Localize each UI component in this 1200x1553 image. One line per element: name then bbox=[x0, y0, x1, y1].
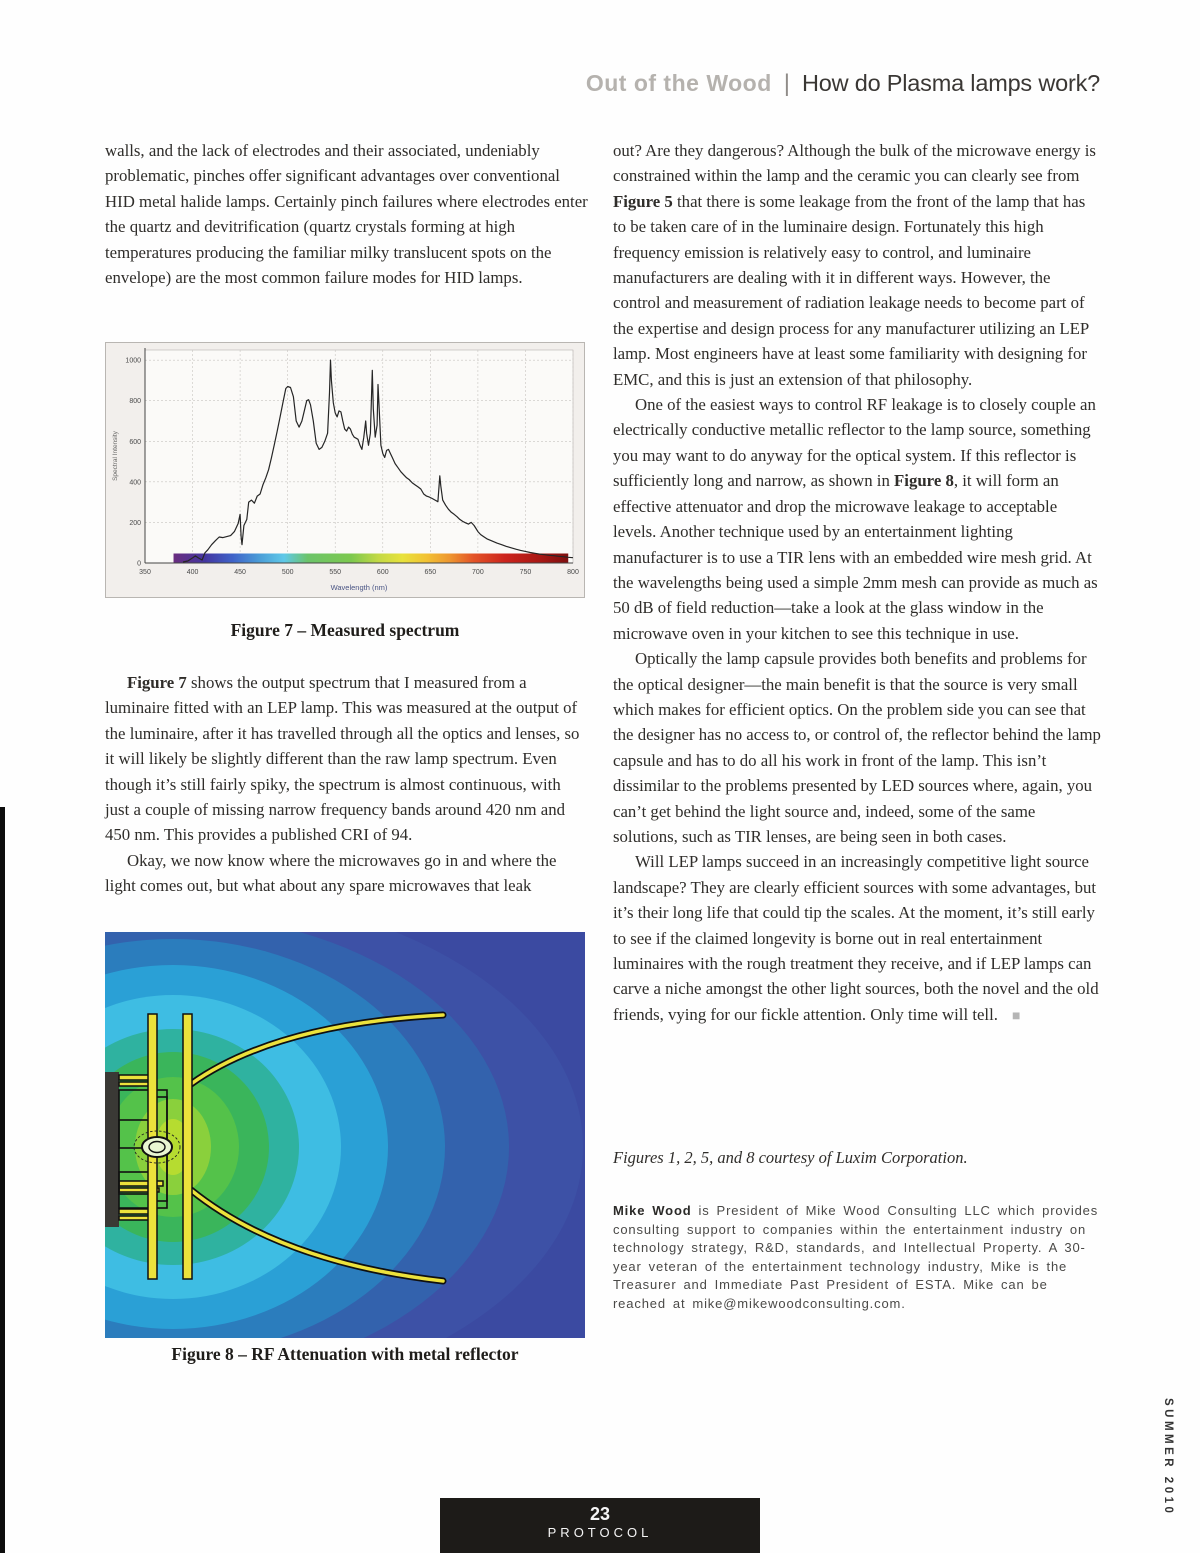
plasma-bulb bbox=[141, 1136, 173, 1158]
spectrum-color-bar bbox=[173, 553, 569, 563]
paragraph: Figure 7 shows the output spectrum that … bbox=[105, 670, 589, 848]
chart-dynamic-layer: 0 200 400 600 800 1000 350 400 450 500 550 600 650 70… bbox=[125, 348, 579, 576]
chart-plot-area bbox=[144, 349, 574, 564]
header-divider: | bbox=[783, 70, 790, 97]
figure7-reference: Figure 7 bbox=[127, 673, 187, 692]
right-column-paragraphs: out? Are they dangerous? Although the bu… bbox=[613, 138, 1101, 1028]
chart-x-axis-label: Wavelength (nm) bbox=[331, 583, 388, 592]
left-column-paragraphs-2-3: Figure 7 shows the output spectrum that … bbox=[105, 670, 589, 899]
end-of-article-marker: ■ bbox=[1011, 1006, 1021, 1023]
y-tick-label: 400 bbox=[129, 479, 141, 486]
lamp-assembly bbox=[105, 1013, 193, 1280]
x-tick-label: 400 bbox=[187, 569, 199, 576]
figure7-caption: Figure 7 – Measured spectrum bbox=[230, 620, 460, 640]
y-tick-label: 0 bbox=[137, 561, 141, 568]
bio-text: is President of Mike Wood Consulting LLC… bbox=[613, 1203, 1099, 1311]
yellow-rod bbox=[118, 1081, 150, 1087]
paragraph-text: , it will form an effective attenuator a… bbox=[613, 471, 1098, 643]
x-tick-label: 700 bbox=[472, 569, 484, 576]
figure5-reference: Figure 5 bbox=[613, 191, 673, 211]
paragraph-text: that there is some leakage from the fron… bbox=[613, 191, 1089, 389]
figure8-caption: Figure 8 – RF Attenuation with metal ref… bbox=[171, 1344, 519, 1364]
bulb-contour bbox=[133, 1130, 181, 1164]
spectrum-curve bbox=[182, 359, 574, 563]
paragraph-text: Will LEP lamps succeed in an increasingl… bbox=[613, 852, 1099, 1024]
paragraph-text: out? Are they dangerous? Although the bu… bbox=[613, 141, 1096, 186]
yellow-rod bbox=[118, 1215, 150, 1221]
x-tick-label: 450 bbox=[234, 569, 246, 576]
page-header: Out of the Wood | How do Plasma lamps wo… bbox=[586, 70, 1100, 98]
paragraph: Optically the lamp capsule provides both… bbox=[613, 649, 1101, 846]
page-number: 23 bbox=[589, 1504, 611, 1524]
author-name: Mike Wood bbox=[613, 1203, 692, 1218]
figure-credit-line: Figures 1, 2, 5, and 8 courtesy of Luxim… bbox=[613, 1148, 968, 1167]
y-tick-label: 200 bbox=[129, 520, 141, 527]
page-edge-scan-bar bbox=[0, 807, 5, 1553]
x-tick-label: 600 bbox=[377, 569, 389, 576]
x-tick-label: 550 bbox=[329, 569, 341, 576]
y-tick-label: 800 bbox=[129, 398, 141, 405]
column-section-title: Out of the Wood bbox=[585, 70, 772, 96]
plasma-bulb-inner bbox=[148, 1140, 166, 1154]
left-column-paragraph-1: walls, and the lack of electrodes and th… bbox=[105, 138, 589, 290]
x-tick-label: 350 bbox=[139, 569, 151, 576]
metal-reflector-horn bbox=[187, 1011, 447, 1285]
mounting-bracket bbox=[105, 1072, 119, 1227]
paragraph-text: shows the output spectrum that I measure… bbox=[105, 673, 580, 845]
chart-y-axis-label: Spectral Intensity bbox=[112, 430, 119, 481]
figure8-reference: Figure 8 bbox=[894, 471, 954, 491]
y-tick-label: 600 bbox=[129, 439, 141, 446]
figure7-chart-svg: 0 200 400 600 800 1000 350 400 450 500 550 600 650 70… bbox=[105, 342, 585, 598]
paragraph: Okay, we now know where the microwaves g… bbox=[105, 850, 557, 896]
issue-date-vertical: SUMMER 2010 bbox=[1162, 1398, 1174, 1517]
x-tick-label: 500 bbox=[282, 569, 294, 576]
figure8-simulation-image bbox=[105, 932, 585, 1338]
author-bio: Mike Wood is President of Mike Wood Cons… bbox=[613, 1202, 1107, 1314]
page-footer: 23 PROTOCOL bbox=[440, 1498, 760, 1553]
x-tick-label: 650 bbox=[424, 569, 436, 576]
x-tick-label: 750 bbox=[520, 569, 532, 576]
x-tick-label: 800 bbox=[567, 569, 579, 576]
mesh-plate-right bbox=[182, 1013, 193, 1280]
magazine-name: PROTOCOL bbox=[547, 1525, 653, 1540]
y-tick-label: 1000 bbox=[125, 358, 141, 365]
paragraph: out? Are they dangerous? Although the bu… bbox=[613, 138, 1101, 392]
paragraph: walls, and the lack of electrodes and th… bbox=[105, 141, 588, 288]
paragraph: Will LEP lamps succeed in an increasingl… bbox=[613, 849, 1101, 1028]
paragraph: One of the easiest ways to control RF le… bbox=[613, 392, 1101, 646]
paragraph-text: One of the easiest ways to control RF le… bbox=[613, 395, 1096, 491]
article-title: How do Plasma lamps work? bbox=[802, 70, 1100, 96]
